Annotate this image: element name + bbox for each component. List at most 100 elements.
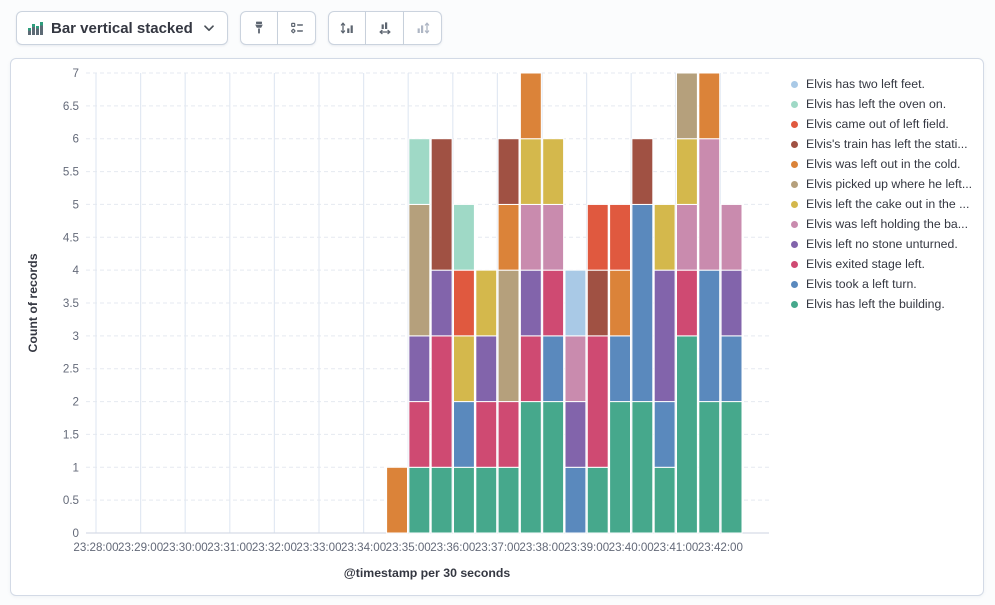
bar-segment[interactable] [676,335,698,534]
bar-segment[interactable] [542,269,565,337]
bar-segment[interactable] [453,335,475,403]
legend-item[interactable]: Elvis was left holding the ba... [791,214,979,234]
bar-segment[interactable] [720,269,743,337]
bar-segment[interactable] [475,466,498,534]
bar-segment[interactable] [519,401,542,534]
legend-color-dot [791,240,798,248]
bar-segment[interactable] [720,203,743,271]
bar-segment[interactable] [475,269,498,337]
legend-settings-button[interactable] [278,11,316,45]
bar-segment[interactable] [430,138,453,271]
bar-segment[interactable] [519,269,542,337]
bar-segment[interactable] [609,269,631,337]
bar-segment[interactable] [631,203,654,403]
bar-segment[interactable] [408,466,431,534]
legend-item[interactable]: Elvis has two left feet. [791,74,979,94]
bar-segment[interactable] [475,401,498,468]
bar-segment[interactable] [519,335,542,403]
bar-segment[interactable] [453,466,475,534]
bar-segment[interactable] [475,335,498,403]
legend-item[interactable]: Elvis took a left turn. [791,274,979,294]
bar-segment[interactable] [542,335,565,403]
axis-button-group [328,11,442,45]
bar-segment[interactable] [698,401,721,534]
bar-segment[interactable] [542,203,565,271]
bottom-axis-button[interactable] [366,11,404,45]
bar-segment[interactable] [430,466,453,534]
legend-item-label: Elvis came out of left field. [806,117,949,131]
bar-segment[interactable] [698,138,721,271]
bar-segment[interactable] [542,401,565,534]
bar-segment[interactable] [653,466,676,534]
visual-options-button[interactable] [240,11,278,45]
bar-segment[interactable] [453,203,475,271]
x-tick-label: 23:41:00 [653,541,698,554]
bar-segment[interactable] [698,269,721,403]
bar-segment[interactable] [497,138,520,205]
legend-item[interactable]: Elvis left the cake out in the ... [791,194,979,214]
bar-segment[interactable] [676,138,698,205]
bar-segment[interactable] [653,269,676,403]
legend-item[interactable]: Elvis left no stone unturned. [791,234,979,254]
bar-segment[interactable] [720,401,743,534]
bar-segment[interactable] [497,401,520,468]
bar-segment[interactable] [653,401,676,468]
bar-segment[interactable] [564,269,587,337]
legend-color-dot [791,180,798,188]
bar-segment[interactable] [586,269,609,337]
legend-item[interactable]: Elvis exited stage left. [791,254,979,274]
bar-segment[interactable] [519,203,542,271]
bar-segment[interactable] [519,138,542,205]
bar-segment[interactable] [453,269,475,337]
legend-item[interactable]: Elvis came out of left field. [791,114,979,134]
bar-segment[interactable] [631,138,654,205]
bar-segment[interactable] [497,203,520,271]
bar-segment[interactable] [519,72,542,140]
y-tick-label: 7 [73,67,79,80]
bar-segment[interactable] [631,401,654,534]
bar-segment[interactable] [676,72,698,140]
legend-item[interactable]: Elvis's train has left the stati... [791,134,979,154]
bar-segment[interactable] [564,466,587,534]
bar-segment[interactable] [698,72,721,140]
bar-segment[interactable] [386,466,409,534]
bar-segment[interactable] [408,401,431,468]
chart-type-label: Bar vertical stacked [51,19,193,37]
bar-segment[interactable] [408,335,431,403]
legend-item[interactable]: Elvis picked up where he left... [791,174,979,194]
bar-segment[interactable] [586,335,609,468]
right-axis-button [404,11,442,45]
legend-color-dot [791,120,798,128]
legend-item[interactable]: Elvis has left the oven on. [791,94,979,114]
bar-segment[interactable] [430,335,453,468]
bar-segment[interactable] [542,138,565,205]
bar-segment[interactable] [676,269,698,337]
legend-color-dot [791,140,798,148]
paint-brush-icon [255,21,263,34]
bar-segment[interactable] [497,466,520,534]
legend-item[interactable]: Elvis was left out in the cold. [791,154,979,174]
bar-segment[interactable] [676,203,698,271]
bar-segment[interactable] [430,269,453,337]
chart-toolbar: Bar vertical stacked [16,11,442,45]
chart-type-dropdown[interactable]: Bar vertical stacked [16,11,228,45]
bar-segment[interactable] [408,138,431,205]
left-axis-button[interactable] [328,11,366,45]
bar-segment[interactable] [564,401,587,468]
bar-segment[interactable] [586,466,609,534]
bar-segment[interactable] [720,335,743,403]
bar-segment[interactable] [609,335,631,403]
legend-item-label: Elvis has two left feet. [806,77,925,91]
bar-segment[interactable] [653,203,676,271]
legend-item-label: Elvis exited stage left. [806,257,925,271]
bar-segment[interactable] [609,401,631,534]
bar-segment[interactable] [453,401,475,468]
bar-segment[interactable] [497,269,520,403]
bar-segment[interactable] [586,203,609,271]
legend-item[interactable]: Elvis has left the building. [791,294,979,314]
chart-panel: 0 0.5 1 1.5 2 2.5 3 3.5 4 4.5 5 5.5 6 6.5 7 23:28:00 23… [10,58,984,596]
x-tick-label: 23:38:00 [519,541,564,554]
bar-segment[interactable] [408,203,431,337]
bar-segment[interactable] [564,335,587,403]
bar-segment[interactable] [609,203,631,271]
